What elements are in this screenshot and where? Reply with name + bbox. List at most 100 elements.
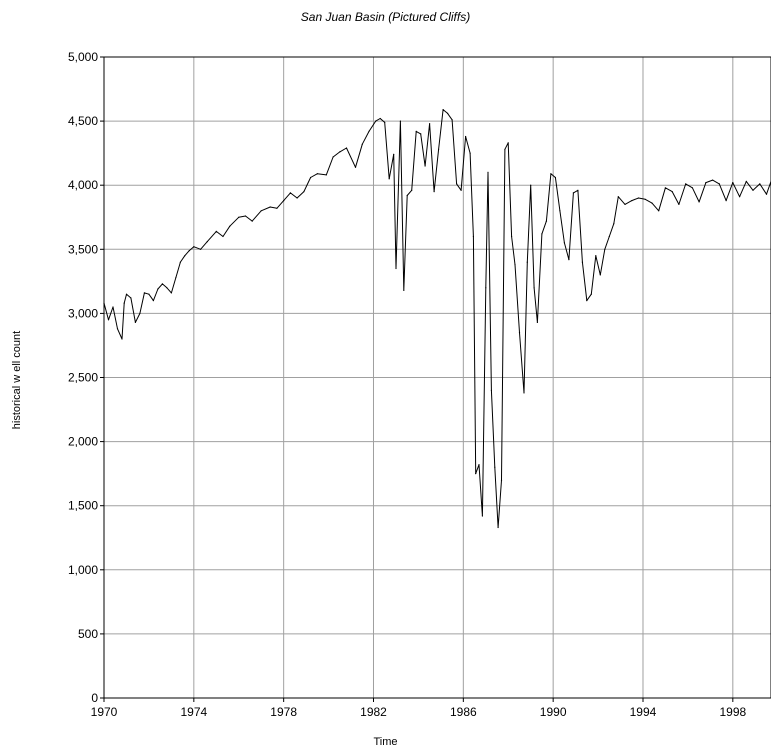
data-point (469, 152, 471, 154)
data-point (161, 283, 163, 285)
data-point (393, 153, 395, 155)
data-point (103, 302, 105, 304)
data-point (504, 148, 506, 150)
data-point (112, 306, 114, 308)
data-point (269, 206, 271, 208)
data-point (251, 220, 253, 222)
data-point (395, 267, 397, 270)
data-point (563, 242, 566, 244)
data-point (500, 479, 503, 481)
data-point (617, 196, 619, 198)
data-point (481, 515, 483, 517)
data-point (554, 176, 557, 179)
data-point (577, 189, 579, 191)
x-tick-label: 1990 (540, 705, 567, 719)
data-point (107, 319, 110, 321)
data-point (478, 464, 480, 466)
data-point (599, 274, 601, 276)
data-point (533, 287, 535, 289)
y-tick-label: 4,000 (68, 178, 98, 192)
data-point (206, 241, 208, 243)
data-point (568, 259, 570, 261)
data-point (170, 292, 172, 294)
data-point (765, 193, 768, 195)
data-point (698, 201, 700, 203)
data-point (193, 246, 195, 248)
data-point (438, 148, 440, 150)
data-point (559, 210, 561, 212)
data-point (507, 142, 509, 144)
data-point (718, 183, 720, 185)
data-point (339, 151, 341, 153)
data-point (685, 183, 687, 185)
data-point (511, 235, 513, 238)
data-point (442, 109, 444, 111)
x-axis-ticks: 1970 1974 1978 1982 1986 1990 1994 1998 (91, 698, 746, 719)
data-point (518, 332, 521, 334)
y-tick-label: 0 (91, 691, 98, 705)
data-point (222, 235, 224, 238)
data-point (472, 235, 474, 238)
data-point (316, 173, 318, 175)
data-point (759, 183, 761, 185)
y-tick-label: 4,500 (68, 114, 98, 128)
data-point (130, 297, 132, 299)
data-point (536, 321, 539, 323)
y-tick-label: 3,000 (68, 306, 98, 320)
data-point (752, 189, 754, 191)
x-tick-label: 1978 (270, 705, 297, 719)
data-point (175, 276, 177, 279)
chart-title: San Juan Basin (Pictured Cliffs) (300, 10, 471, 24)
data-point (399, 120, 401, 122)
data-point (712, 179, 714, 181)
data-point (691, 187, 694, 189)
data-point (637, 197, 640, 199)
data-point (530, 184, 532, 186)
data-point (526, 261, 528, 263)
data-point (739, 196, 741, 198)
x-tick-label: 1986 (450, 705, 477, 719)
data-point (200, 248, 202, 250)
data-point (523, 392, 525, 394)
data-point (406, 194, 408, 197)
data-point (229, 225, 231, 227)
data-point (379, 117, 381, 120)
data-point (289, 192, 291, 194)
data-point (244, 215, 247, 217)
data-point (215, 230, 217, 232)
data-point (604, 248, 606, 250)
data-point (238, 216, 240, 218)
data-point (345, 147, 348, 149)
data-point (465, 135, 467, 138)
data-point (296, 197, 298, 199)
data-point (451, 119, 453, 121)
data-point (143, 292, 145, 294)
x-tick-label: 1974 (180, 705, 207, 719)
data-point (260, 210, 262, 212)
y-tick-label: 5,000 (68, 50, 98, 64)
data-point (572, 192, 575, 194)
data-point (494, 466, 496, 468)
data-point (184, 255, 186, 257)
grid-lines (103, 56, 771, 699)
y-tick-label: 500 (78, 627, 98, 641)
data-point (310, 176, 312, 179)
data-point (403, 289, 405, 291)
data-point (644, 198, 646, 200)
data-point (384, 121, 386, 123)
data-point (447, 112, 449, 114)
data-point (490, 389, 492, 391)
data-point (148, 293, 150, 295)
x-tick-label: 1998 (719, 705, 746, 719)
data-point (586, 300, 588, 302)
data-point (121, 338, 123, 340)
data-point (497, 526, 499, 529)
data-point (651, 202, 653, 204)
data-point (514, 264, 516, 266)
y-axis-ticks: 0 500 1,000 1,500 2,000 2,500 3,000 3,500 4,000 4… (68, 50, 104, 705)
data-point (420, 133, 422, 135)
data-point (631, 200, 633, 202)
data-point (325, 174, 327, 176)
data-point (487, 171, 489, 173)
